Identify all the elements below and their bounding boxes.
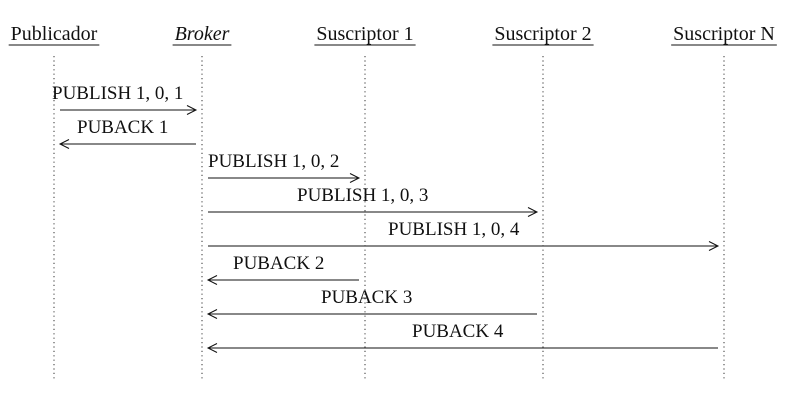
message-puback-4-arrowhead — [206, 343, 218, 353]
participant-broker-label: Broker — [175, 23, 230, 45]
message-puback-1-arrowhead — [58, 139, 70, 149]
message-publish-2: PUBLISH 1, 0, 2 — [208, 151, 361, 183]
message-publish-4: PUBLISH 1, 0, 4 — [208, 219, 720, 251]
participant-suscriptor-1-label: Suscriptor 1 — [316, 23, 413, 45]
message-publish-3-arrowhead — [527, 207, 539, 217]
message-publish-3-label: PUBLISH 1, 0, 3 — [297, 185, 428, 206]
message-puback-1: PUBACK 1 — [58, 117, 196, 149]
participant-publicador-label: Publicador — [11, 23, 98, 45]
message-publish-1: PUBLISH 1, 0, 1 — [52, 83, 198, 115]
message-puback-3-arrowhead — [206, 309, 218, 319]
message-publish-4-label: PUBLISH 1, 0, 4 — [388, 219, 520, 240]
message-puback-4-label: PUBACK 4 — [412, 321, 504, 342]
message-puback-3: PUBACK 3 — [206, 287, 537, 319]
participant-suscriptor-n-label: Suscriptor N — [673, 23, 775, 45]
message-publish-4-arrowhead — [708, 241, 720, 251]
message-publish-3: PUBLISH 1, 0, 3 — [208, 185, 539, 217]
message-publish-2-label: PUBLISH 1, 0, 2 — [208, 151, 339, 172]
participant-headers: Publicador Broker Suscriptor 1 Suscriptor 2… — [8, 23, 777, 46]
message-puback-2-arrowhead — [206, 275, 218, 285]
messages: PUBLISH 1, 0, 1 PUBACK 1 PUBLISH 1, 0, 2 PU… — [52, 83, 720, 353]
message-puback-2-label: PUBACK 2 — [233, 253, 324, 274]
message-puback-3-label: PUBACK 3 — [321, 287, 412, 308]
message-publish-1-label: PUBLISH 1, 0, 1 — [52, 83, 183, 104]
participant-suscriptor-2-label: Suscriptor 2 — [494, 23, 591, 45]
message-publish-1-arrowhead — [186, 105, 198, 115]
message-puback-2: PUBACK 2 — [206, 253, 359, 285]
message-puback-4: PUBACK 4 — [206, 321, 718, 353]
message-publish-2-arrowhead — [349, 173, 361, 183]
message-puback-1-label: PUBACK 1 — [77, 117, 168, 138]
